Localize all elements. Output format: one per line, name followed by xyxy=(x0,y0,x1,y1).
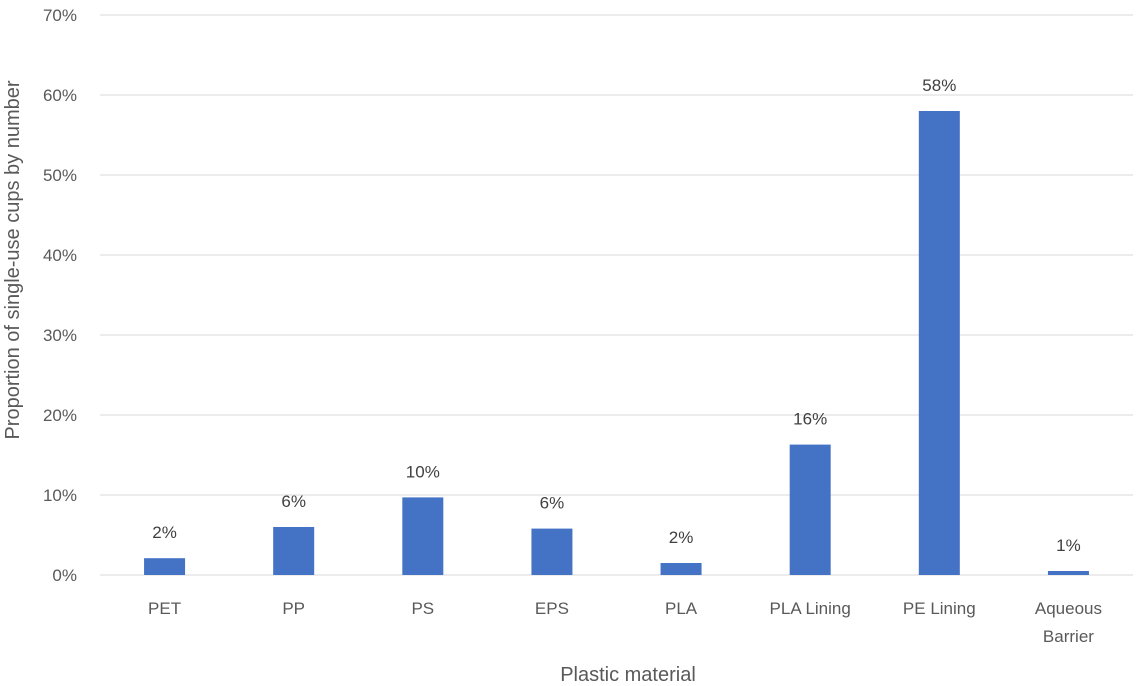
y-tick-label: 70% xyxy=(43,6,77,25)
bar xyxy=(1047,571,1089,575)
data-label: 10% xyxy=(406,462,440,481)
data-label: 1% xyxy=(1056,536,1081,555)
data-label: 6% xyxy=(281,492,306,511)
bar xyxy=(531,528,573,575)
data-label: 16% xyxy=(793,410,827,429)
x-axis-title: Plastic material xyxy=(560,664,696,686)
bar xyxy=(918,111,960,575)
x-axis-ticks: PET PP PS EPS PLA PLA Lining PE Lining Aqueous B… xyxy=(148,599,1102,646)
data-label: 2% xyxy=(669,528,694,547)
x-tick-label: PLA Lining xyxy=(770,599,851,618)
data-label: 2% xyxy=(152,523,177,542)
y-tick-label: 30% xyxy=(43,326,77,345)
bar xyxy=(273,527,315,575)
y-tick-label: 0% xyxy=(52,566,77,585)
data-labels: 2% 6% 10% 6% 2% 16% 58% 1% xyxy=(152,76,1080,555)
x-tick-label: PE Lining xyxy=(903,599,976,618)
x-tick-label: Aqueous Barrier xyxy=(1035,599,1102,646)
y-tick-label: 40% xyxy=(43,246,77,265)
x-tick-label: PLA xyxy=(665,599,698,618)
bars xyxy=(144,111,1089,575)
y-tick-label: 10% xyxy=(43,486,77,505)
x-tick-label: PP xyxy=(282,599,305,618)
y-tick-label: 60% xyxy=(43,86,77,105)
y-tick-label: 20% xyxy=(43,406,77,425)
y-tick-label: 50% xyxy=(43,166,77,185)
bar xyxy=(144,558,186,575)
x-tick-label: EPS xyxy=(535,599,569,618)
x-tick-label: PET xyxy=(148,599,181,618)
gridlines xyxy=(100,14,1133,576)
y-axis-title: Proportion of single-use cups by number xyxy=(2,80,24,439)
data-label: 58% xyxy=(922,76,956,95)
bar xyxy=(402,497,444,575)
bar xyxy=(789,444,831,575)
bar xyxy=(660,563,702,575)
y-axis-ticks: 0% 10% 20% 30% 40% 50% 60% 70% xyxy=(43,6,77,585)
x-tick-label: PS xyxy=(411,599,434,618)
data-label: 6% xyxy=(540,494,565,513)
